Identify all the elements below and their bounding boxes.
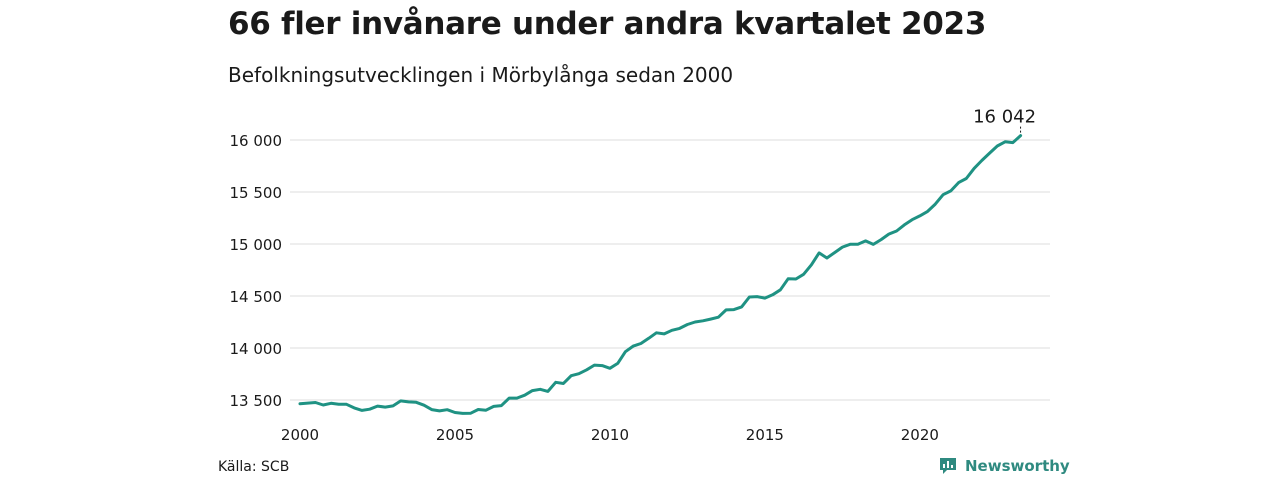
series-layer (298, 134, 1023, 415)
annotation-layer: 16 042 (973, 107, 1036, 133)
x-tick-label-0: 2000 (281, 426, 319, 444)
y-tick-label-3: 15 000 (230, 236, 283, 254)
x-tick-label-4: 2020 (901, 426, 939, 444)
newsworthy-logo-text: Newsworthy (965, 457, 1070, 475)
y-tick-label-0: 13 500 (230, 392, 283, 410)
y-tick-label-4: 15 500 (230, 184, 283, 202)
x-tick-label-3: 2015 (746, 426, 784, 444)
newsworthy-logo-icon (940, 458, 956, 474)
newsworthy-logo: Newsworthy (938, 456, 1070, 476)
chart-subtitle: Befolkningsutvecklingen i Mörbylånga sed… (228, 63, 734, 87)
x-tick-label-1: 2005 (436, 426, 474, 444)
y-tick-label-2: 14 500 (230, 288, 283, 306)
y-axis-tick-labels: 13 500 14 000 14 500 15 000 15 500 16 000 (230, 132, 283, 410)
source-credit: Källa: SCB (218, 459, 290, 475)
annotation-last-value: 16 042 (973, 107, 1036, 128)
series-line (298, 134, 1023, 415)
x-tick-label-2: 2010 (591, 426, 629, 444)
gridlines (290, 139, 1050, 401)
x-axis-tick-labels: 2000 2005 2010 2015 2020 (281, 426, 939, 444)
y-tick-label-1: 14 000 (230, 340, 283, 358)
y-tick-label-5: 16 000 (230, 132, 283, 150)
chart-title: 66 fler invånare under andra kvartalet 2… (228, 6, 987, 42)
